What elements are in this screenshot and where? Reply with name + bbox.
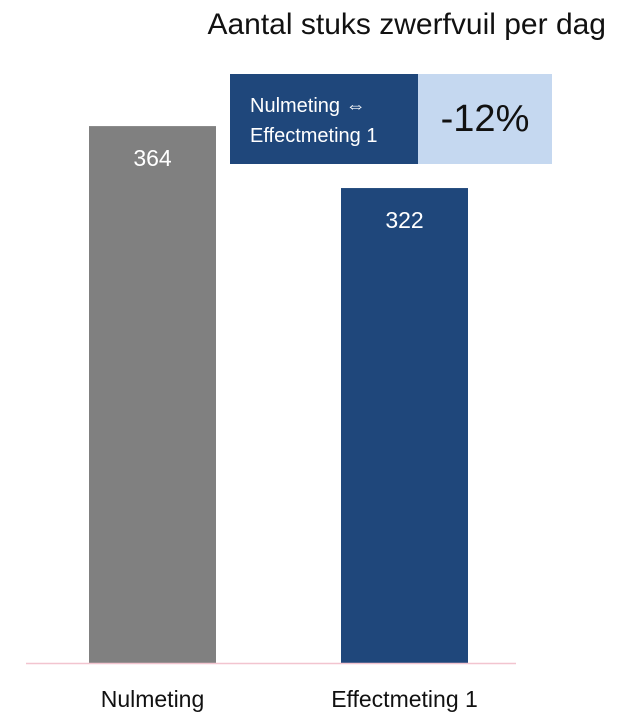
comparison-label-line1: Nulmeting ⇔: [250, 95, 366, 117]
comparison-label: Nulmeting ⇔ Effectmeting 1: [230, 74, 418, 164]
bar-0: [89, 126, 216, 664]
comparison-label-line2: Effectmeting 1: [250, 125, 378, 147]
x-tick-label-0: Nulmeting: [101, 686, 205, 712]
bar-value-label-0: 364: [133, 145, 172, 171]
x-tick-label-1: Effectmeting 1: [331, 686, 478, 712]
bar-value-label-1: 322: [385, 207, 423, 233]
comparison-value: -12%: [418, 74, 552, 164]
bar-1: [341, 188, 468, 664]
chart-title: Aantal stuks zwerfvuil per dag: [207, 8, 606, 41]
comparison-box: Nulmeting ⇔ Effectmeting 1 -12%: [230, 74, 552, 164]
